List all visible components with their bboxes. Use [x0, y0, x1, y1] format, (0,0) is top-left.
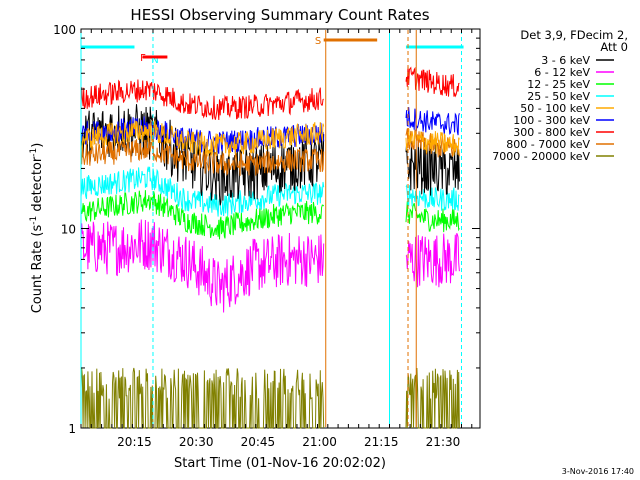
legend-label-6: 300 - 800 keV: [513, 126, 590, 139]
series-line-6-seg1: [405, 65, 460, 98]
axes: 100 10 1 20:15 20:30 20:45 21:00 21:15 21:30: [53, 23, 480, 449]
series-line-6-seg0: [80, 79, 324, 121]
series-line-8-seg1: [405, 367, 460, 429]
y-axis-label-sup2: -1: [29, 148, 39, 157]
series-line-2-seg0: [80, 190, 325, 240]
legend-label-8: 7000 - 20000 keV: [492, 150, 590, 163]
series-line-4-seg0: [80, 119, 325, 157]
legend-label-1: 6 - 12 keV: [534, 66, 590, 79]
y-tick-label: 1: [68, 422, 76, 436]
series-line-1-seg0: [80, 219, 325, 313]
legend-label-3: 25 - 50 keV: [527, 90, 590, 103]
y-axis-label-sup1: -1: [29, 216, 39, 225]
series-line-1-seg1: [405, 232, 460, 288]
series-line-3-seg1: [405, 184, 460, 211]
y-tick-label: 100: [53, 23, 76, 37]
x-tick-label: 20:30: [179, 435, 214, 449]
x-tick-label: 20:15: [117, 435, 152, 449]
y-axis-label-end: ): [30, 143, 45, 148]
legend-label-2: 12 - 25 keV: [527, 78, 590, 91]
chart-title: HESSI Observing Summary Count Rates: [130, 6, 429, 24]
series-line-7-seg0: [80, 137, 325, 177]
series-line-2-seg1: [405, 201, 460, 233]
flag-label-S: S: [315, 36, 321, 47]
x-tick-label: 21:30: [426, 435, 461, 449]
y-tick-label: 10: [61, 223, 76, 237]
y-axis-label-mid: detector: [30, 156, 45, 216]
legend-header-line2: Att 0: [600, 40, 628, 54]
legend-label-4: 50 - 100 keV: [520, 102, 590, 115]
legend-label-5: 100 - 300 keV: [513, 114, 590, 127]
legend-label-0: 3 - 6 keV: [541, 54, 590, 67]
timestamp: 3-Nov-2016 17:40: [562, 467, 634, 476]
y-axis-label-main: Count Rate (s: [30, 225, 45, 314]
series-line-4-seg1: [405, 128, 460, 156]
flag-label-N: N: [151, 55, 158, 66]
x-tick-label: 20:45: [241, 435, 276, 449]
series-line-0-seg1: [405, 139, 460, 196]
plot-area: NF S: [80, 30, 464, 429]
series-line-8-seg0: [80, 367, 325, 429]
flag-label-F: F: [140, 53, 146, 64]
series-line-5-seg1: [405, 107, 460, 136]
x-axis-label: Start Time (01-Nov-16 20:02:02): [174, 456, 386, 471]
y-axis-label: Count Rate (s-1 detector-1): [29, 143, 45, 314]
x-tick-label: 21:15: [364, 435, 399, 449]
x-tick-label: 21:00: [302, 435, 337, 449]
legend-label-7: 800 - 7000 keV: [506, 138, 590, 151]
legend-header-line1: Det 3,9, FDecim 2,: [520, 28, 628, 42]
